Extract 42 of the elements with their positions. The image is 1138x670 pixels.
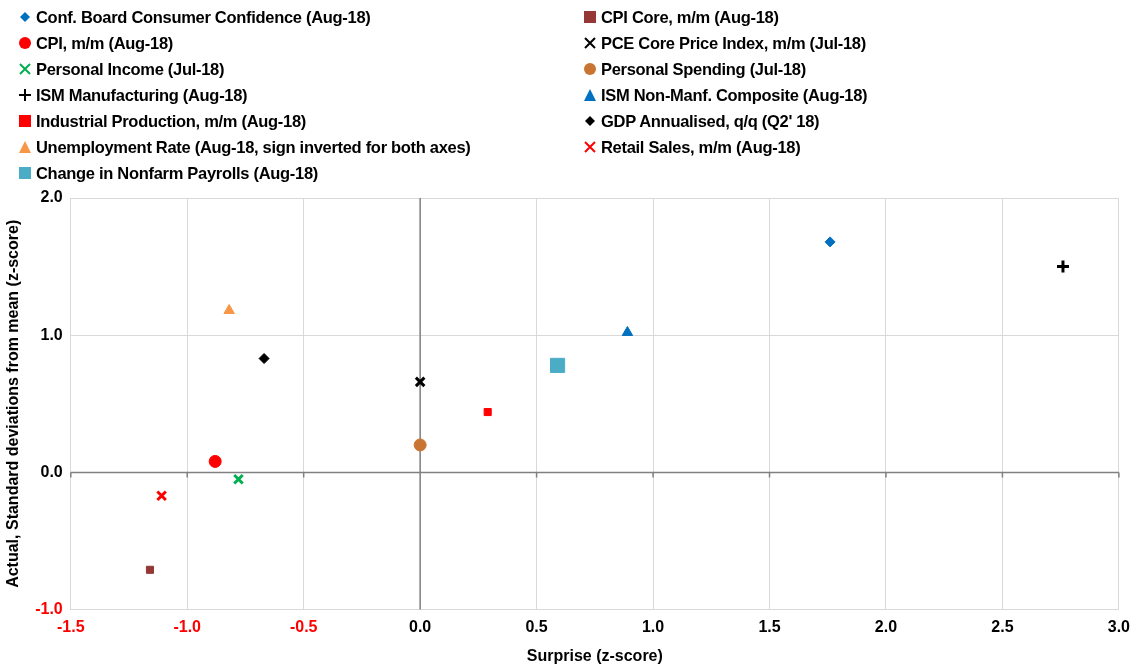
x-tick-label: -1.5 bbox=[56, 617, 85, 635]
legend-label: Change in Nonfarm Payrolls (Aug-18) bbox=[36, 163, 318, 183]
y-tick-label: 0.0 bbox=[40, 462, 63, 480]
legend-label: Unemployment Rate (Aug-18, sign inverted for both axes) bbox=[36, 137, 471, 157]
point bbox=[258, 353, 270, 365]
point bbox=[1055, 259, 1071, 275]
x-axis-title: Surprise (z-score) bbox=[526, 646, 663, 664]
legend-label: Industrial Production, m/m (Aug-18) bbox=[36, 111, 307, 131]
legend-label: Conf. Board Consumer Confidence (Aug-18) bbox=[36, 7, 371, 27]
legend-label: CPI, m/m (Aug-18) bbox=[36, 33, 173, 53]
point bbox=[155, 489, 168, 502]
x-tick-label: -0.5 bbox=[289, 617, 318, 635]
point bbox=[414, 376, 426, 388]
point bbox=[621, 325, 634, 336]
legend-label: Personal Spending (Jul-18) bbox=[601, 59, 806, 79]
x-tick-label: 0.0 bbox=[409, 617, 432, 635]
x-tick-label: 0.5 bbox=[525, 617, 548, 635]
point bbox=[483, 408, 492, 417]
point bbox=[549, 357, 566, 373]
legend-label: PCE Core Price Index, m/m (Jul-18) bbox=[601, 33, 866, 53]
y-tick-label: -1.0 bbox=[35, 600, 63, 618]
x-tick-label: 2.5 bbox=[991, 617, 1014, 635]
legend-label: ISM Manufacturing (Aug-18) bbox=[36, 85, 248, 105]
legend-label: CPI Core, m/m (Aug-18) bbox=[601, 7, 779, 27]
y-tick-label: 2.0 bbox=[40, 188, 63, 206]
x-tick-label: 2.0 bbox=[874, 617, 898, 635]
point bbox=[145, 565, 154, 574]
legend-label: GDP Annualised, q/q (Q2' 18) bbox=[601, 111, 820, 131]
x-tick-label: 1.5 bbox=[758, 617, 781, 635]
x-tick-label: -1.0 bbox=[173, 617, 202, 635]
point bbox=[413, 438, 427, 452]
y-axis-title: Actual, Standard deviations from mean (z-score) bbox=[4, 219, 22, 588]
legend-label: Personal Income (Jul-18) bbox=[36, 59, 225, 79]
point bbox=[208, 454, 222, 468]
point bbox=[232, 473, 245, 485]
legend-label: ISM Non-Manf. Composite (Aug-18) bbox=[601, 85, 868, 105]
legend-label: Retail Sales, m/m (Aug-18) bbox=[601, 137, 801, 157]
point bbox=[223, 304, 235, 314]
x-tick-label: 3.0 bbox=[1107, 617, 1131, 635]
y-tick-label: 1.0 bbox=[40, 325, 63, 343]
x-tick-label: 1.0 bbox=[641, 617, 665, 635]
point bbox=[824, 236, 836, 248]
